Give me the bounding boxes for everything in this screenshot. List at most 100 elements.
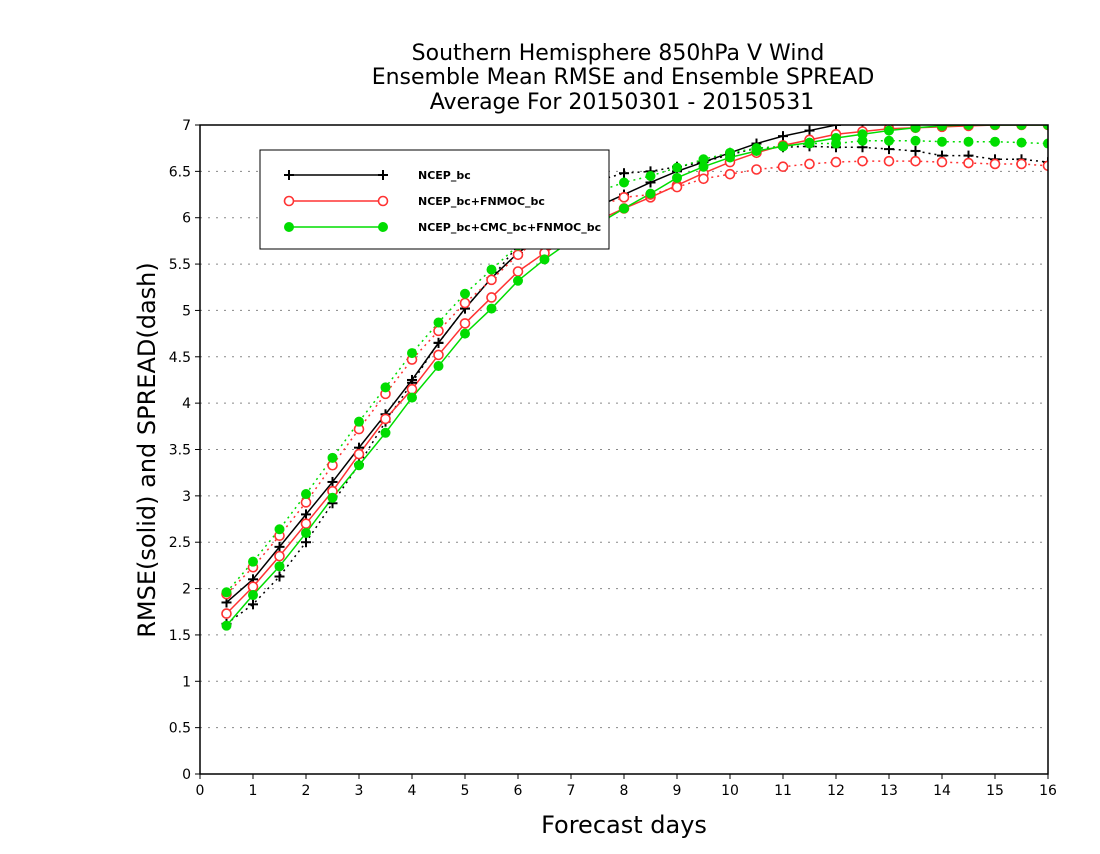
marker-ncep-bc-cmc-bc-fnmoc-bc-rmse [327, 492, 338, 503]
marker-ncep-bc-fnmoc-bc-rmse [406, 383, 418, 395]
marker-ncep-bc-rmse [964, 112, 974, 122]
y-tick-label: 3 [182, 489, 191, 505]
marker-ncep-bc-fnmoc-bc-rmse [300, 518, 312, 529]
marker-ncep-bc-cmc-bc-fnmoc-bc-spread [778, 141, 788, 152]
y-tick-label: 4.5 [169, 350, 191, 366]
marker-ncep-bc-cmc-bc-fnmoc-bc-rmse [910, 125, 921, 133]
marker-ncep-bc-cmc-bc-fnmoc-bc-rmse [380, 427, 391, 438]
x-tick-label: 1 [249, 783, 258, 799]
marker-ncep-bc-cmc-bc-fnmoc-bc-spread [963, 136, 974, 147]
marker-ncep-bc-cmc-bc-fnmoc-bc-spread [937, 136, 947, 147]
y-tick-label: 1 [182, 674, 191, 690]
marker-ncep-bc-cmc-bc-fnmoc-bc-rmse [221, 620, 232, 631]
y-tick-label: 0.5 [169, 721, 191, 737]
marker-ncep-bc-cmc-bc-fnmoc-bc-spread [619, 177, 629, 188]
marker-ncep-bc-cmc-bc-fnmoc-bc-rmse [1043, 125, 1048, 130]
marker-ncep-bc-cmc-bc-fnmoc-bc-spread [698, 154, 709, 165]
marker-ncep-bc-cmc-bc-fnmoc-bc-rmse [1016, 125, 1027, 130]
marker-ncep-bc-cmc-bc-fnmoc-bc-rmse [433, 361, 444, 372]
series-line-ncep-bc-fnmoc-bc-spread [225, 160, 1048, 595]
x-tick-label: 2 [302, 783, 311, 799]
marker-ncep-bc-rmse [990, 111, 1000, 121]
marker-ncep-bc-rmse [804, 125, 815, 136]
marker-ncep-bc-fnmoc-bc-spread [936, 156, 948, 168]
x-tick-label: 14 [933, 783, 951, 799]
marker-ncep-bc-cmc-bc-fnmoc-bc-rmse [460, 328, 470, 339]
marker-ncep-bc-rmse [888, 125, 890, 126]
marker-ncep-bc-fnmoc-bc-rmse [459, 318, 471, 329]
x-tick-label: 6 [514, 783, 523, 799]
y-tick-label: 2 [182, 582, 191, 598]
marker-ncep-bc-fnmoc-bc-spread [777, 161, 789, 173]
legend-label: NCEP_bc [418, 169, 471, 182]
marker-ncep-bc-fnmoc-bc-rmse [221, 608, 232, 619]
marker-ncep-bc-fnmoc-bc-rmse [433, 349, 444, 361]
marker-ncep-bc-cmc-bc-fnmoc-bc-spread [221, 587, 232, 598]
x-tick-label: 13 [880, 783, 898, 799]
marker-ncep-bc-spread [274, 571, 285, 582]
marker-ncep-bc-rmse [911, 114, 921, 124]
marker-ncep-bc-fnmoc-bc-spread [963, 157, 974, 169]
marker-ncep-bc-cmc-bc-fnmoc-bc-spread [1043, 138, 1048, 149]
marker-ncep-bc-rmse [1017, 111, 1027, 121]
marker-ncep-bc-fnmoc-bc-rmse [274, 550, 285, 562]
marker-ncep-bc-cmc-bc-fnmoc-bc-rmse [672, 172, 682, 183]
marker-ncep-bc-fnmoc-bc-spread [751, 164, 762, 175]
marker-ncep-bc-cmc-bc-fnmoc-bc-rmse [937, 125, 947, 131]
marker-ncep-bc-cmc-bc-fnmoc-bc-spread [804, 138, 815, 149]
legend-box [259, 149, 610, 250]
x-tick-label: 10 [721, 783, 739, 799]
marker-ncep-bc-fnmoc-bc-spread [857, 155, 868, 167]
marker-ncep-bc-cmc-bc-fnmoc-bc-spread [672, 162, 682, 173]
legend-marker [378, 170, 388, 180]
marker-ncep-bc-cmc-bc-fnmoc-bc-rmse [619, 203, 629, 214]
y-axis-ticks: 0 0.5 1 1.5 2 2.5 3 3.5 4 4.5 5 5.5 6 6.5 7 [169, 118, 200, 783]
x-tick-label: 0 [196, 783, 205, 799]
marker-ncep-bc-fnmoc-bc-spread [1042, 160, 1048, 172]
marker-ncep-bc-fnmoc-bc-rmse [353, 448, 365, 460]
title-line-2: Ensemble Mean RMSE and Ensemble SPREAD [372, 65, 875, 90]
grid-lines [200, 170, 1048, 729]
marker-ncep-bc-cmc-bc-fnmoc-bc-spread [857, 135, 868, 146]
marker-ncep-bc-rmse [778, 131, 788, 142]
marker-ncep-bc-fnmoc-bc-spread [883, 155, 895, 167]
marker-ncep-bc-spread [248, 599, 258, 610]
marker-ncep-bc-cmc-bc-fnmoc-bc-rmse [301, 527, 311, 538]
y-tick-label: 4 [182, 396, 191, 412]
marker-ncep-bc-cmc-bc-fnmoc-bc-rmse [407, 392, 417, 403]
marker-ncep-bc-cmc-bc-fnmoc-bc-spread [274, 524, 285, 535]
marker-ncep-bc-spread [301, 537, 311, 548]
x-tick-label: 3 [355, 783, 364, 799]
marker-ncep-bc-cmc-bc-fnmoc-bc-rmse [274, 561, 285, 572]
marker-ncep-bc-cmc-bc-fnmoc-bc-spread [354, 416, 364, 427]
marker-ncep-bc-cmc-bc-fnmoc-bc-spread [407, 348, 417, 359]
legend-label: NCEP_bc+CMC_bc+FNMOC_bc [418, 221, 601, 234]
marker-ncep-bc-fnmoc-bc-spread [698, 173, 709, 185]
chart-title: Southern Hemisphere 850hPa V Wind Ensemb… [372, 41, 875, 115]
marker-ncep-bc-cmc-bc-fnmoc-bc-rmse [354, 460, 364, 471]
title-line-1: Southern Hemisphere 850hPa V Wind [412, 41, 825, 66]
x-tick-label: 7 [567, 783, 576, 799]
marker-ncep-bc-fnmoc-bc-spread [830, 156, 842, 168]
y-tick-label: 6 [182, 211, 191, 227]
x-axis-ticks: 0 1 2 3 4 5 6 7 8 9 10 11 12 13 14 15 16 [196, 774, 1057, 799]
marker-ncep-bc-cmc-bc-fnmoc-bc-spread [1016, 137, 1027, 148]
x-tick-label: 16 [1039, 783, 1057, 799]
marker-ncep-bc-cmc-bc-fnmoc-bc-spread [884, 135, 894, 146]
marker-ncep-bc-rmse [327, 476, 338, 487]
legend: NCEP_bc NCEP_bc+FNMOC_bc NCEP_bc+CMC_bc+FN… [259, 149, 610, 250]
y-axis-label: RMSE(solid) and SPREAD(dash) [133, 262, 161, 638]
marker-ncep-bc-cmc-bc-fnmoc-bc-spread [751, 143, 762, 154]
x-tick-label: 4 [408, 783, 417, 799]
marker-ncep-bc-fnmoc-bc-spread [989, 158, 1001, 170]
legend-marker [377, 195, 389, 207]
y-tick-label: 2.5 [169, 535, 191, 551]
marker-ncep-bc-cmc-bc-fnmoc-bc-spread [645, 170, 656, 181]
marker-ncep-bc-fnmoc-bc-spread [459, 297, 471, 309]
x-tick-label: 8 [620, 783, 629, 799]
x-tick-label: 5 [461, 783, 470, 799]
x-axis-label: Forecast days [541, 811, 707, 839]
marker-ncep-bc-cmc-bc-fnmoc-bc-rmse [884, 125, 894, 136]
marker-ncep-bc-fnmoc-bc-rmse [380, 413, 391, 425]
